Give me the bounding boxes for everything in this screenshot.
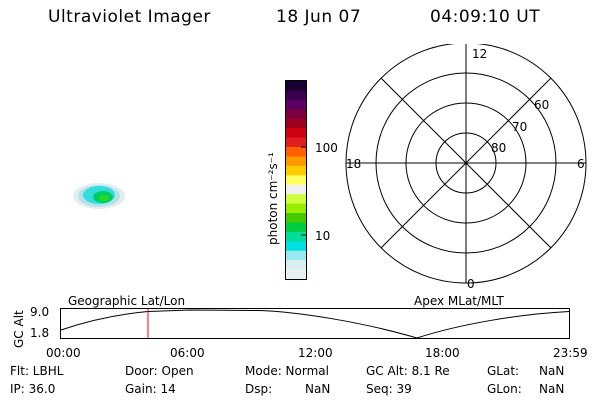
instrument-title: Ultraviolet Imager <box>48 7 211 27</box>
colorbar-cell <box>286 109 306 120</box>
colorbar-cell <box>286 137 306 148</box>
colorbar-tick-label-10: 10 <box>315 229 331 243</box>
colorbar-cell <box>286 90 306 101</box>
colorbar-cell <box>286 165 306 176</box>
colorbar-cell <box>286 118 306 129</box>
info-dsp: Dsp: <box>245 382 273 396</box>
altitude-curve <box>60 309 570 339</box>
alt-ylabel: GC Alt <box>12 310 26 348</box>
colorbar-cell <box>286 175 306 186</box>
colorbar-cell <box>286 99 306 110</box>
colorbar <box>285 80 307 280</box>
colorbar-cell <box>286 260 306 271</box>
alt-xtick-2: 12:00 <box>298 346 333 360</box>
geographic-title: Geographic Lat/Lon <box>68 294 186 308</box>
time-label: 04:09:10 UT <box>430 7 541 27</box>
colorbar-cell <box>286 156 306 167</box>
mlt-label-0: 0 <box>467 277 475 291</box>
colorbar-cell <box>286 81 306 91</box>
info-gc-alt: GC Alt: 8.1 Re <box>366 364 450 378</box>
info-dsp-value: NaN <box>305 382 331 396</box>
colorbar-cell <box>286 250 306 261</box>
alt-xtick-0: 00:00 <box>46 346 81 360</box>
alt-ytick-9: 9.0 <box>30 305 50 319</box>
colorbar-cell <box>286 241 306 252</box>
alt-ytick-1.8: 1.8 <box>30 326 50 340</box>
uv-image-blob <box>73 183 125 209</box>
mlt-label-18: 18 <box>346 157 362 171</box>
mlt-label-12: 12 <box>472 47 488 61</box>
colorbar-cell <box>286 203 306 214</box>
colorbar-cell <box>286 231 306 242</box>
colorbar-cell <box>286 184 306 195</box>
info-glon: GLon: <box>487 382 522 396</box>
lat-label-80: 80 <box>491 141 507 155</box>
date-label: 18 Jun 07 <box>276 7 362 27</box>
info-mode: Mode: Normal <box>245 364 329 378</box>
colorbar-cell <box>286 147 306 157</box>
altitude-plot <box>60 308 570 339</box>
colorbar-cell <box>286 128 306 139</box>
info-seq: Seq: 39 <box>366 382 412 396</box>
mlt-label-6: 6 <box>577 157 585 171</box>
lat-label-60: 60 <box>534 98 550 112</box>
lat-label-70: 70 <box>512 120 528 134</box>
colorbar-cell <box>286 194 306 205</box>
info-glat: GLat: <box>487 364 520 378</box>
alt-ylabel-text: GC Alt <box>12 310 26 348</box>
info-door: Door: Open <box>125 364 194 378</box>
polar-diag-2 <box>380 77 552 249</box>
alt-xtick-4: 23:59 <box>553 346 588 360</box>
info-flt: Flt: LBHL <box>10 364 64 378</box>
colorbar-cell <box>286 269 306 280</box>
info-gain: Gain: 14 <box>125 382 176 396</box>
colorbar-cell <box>286 222 306 233</box>
info-ip: IP: 36.0 <box>10 382 56 396</box>
alt-xtick-3: 18:00 <box>425 346 460 360</box>
colorbar-cell <box>286 213 306 223</box>
polar-plot <box>345 44 587 284</box>
colorbar-label: photon cm⁻²s⁻¹ <box>266 152 280 245</box>
info-glon-value: NaN <box>539 382 565 396</box>
apex-title: Apex MLat/MLT <box>414 294 504 308</box>
info-glat-value: NaN <box>539 364 565 378</box>
colorbar-tick-label-100: 100 <box>315 141 338 155</box>
colorbar-label-text: photon cm⁻²s⁻¹ <box>266 152 280 245</box>
alt-xtick-1: 06:00 <box>170 346 205 360</box>
